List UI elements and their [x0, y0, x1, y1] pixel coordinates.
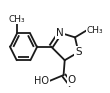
Text: S: S: [75, 47, 82, 57]
Text: CH₃: CH₃: [86, 26, 103, 35]
Text: O: O: [67, 75, 76, 85]
Text: N: N: [56, 28, 64, 38]
Text: HO: HO: [34, 76, 49, 86]
Text: CH₃: CH₃: [8, 15, 25, 24]
